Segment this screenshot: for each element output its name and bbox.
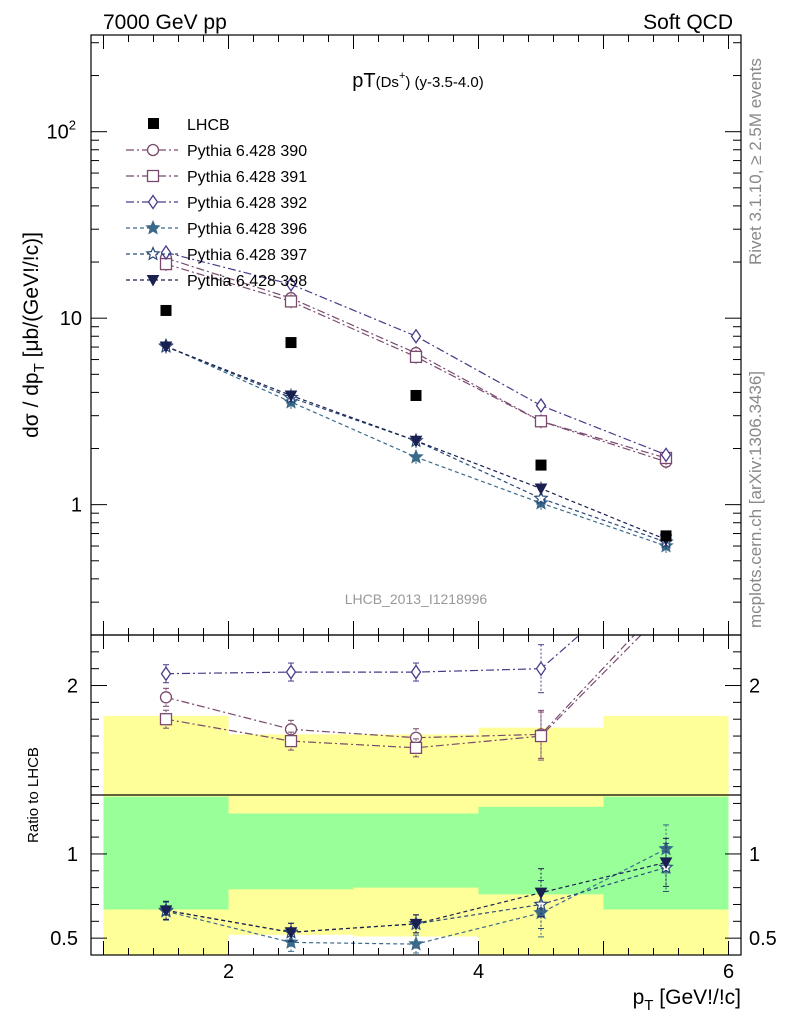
ratio-series-line (165, 635, 636, 739)
marker-star (145, 245, 161, 261)
y-tick-label: 1 (71, 495, 82, 517)
x-tick-label: 6 (723, 961, 734, 983)
y-tick-label: 102 (47, 118, 76, 144)
legend-label: Pythia 6.428 397 (187, 247, 307, 264)
rivet-version-label: Rivet 3.1.10, ≥ 2.5M events (746, 58, 765, 265)
inner-band (103, 796, 229, 910)
inner-band (353, 813, 479, 888)
marker-square (146, 169, 160, 183)
legend-marker-data (148, 118, 159, 129)
data-markers (160, 304, 672, 542)
marker-star (145, 219, 161, 235)
y-axis-label: dσ / dpT [μb/(GeV!/!c)] (20, 232, 48, 438)
ratio-panel-frame (90, 634, 742, 956)
marker-circle (661, 596, 672, 607)
marker-diamond (160, 666, 172, 682)
marker-diamond (285, 276, 297, 292)
inner-band (478, 806, 604, 895)
data-point (160, 304, 172, 316)
marker-triangle (284, 390, 298, 403)
marker-circle (409, 731, 423, 744)
ratio-panel: 2 4 6 0.5 0.5 1 1 2 2 Ratio to LHCB (25, 553, 777, 983)
legend-label: Pythia 6.428 391 (187, 169, 307, 186)
legend: LHCB Pythia 6.428 390 Pythia 6.428 391 Pyth… (126, 117, 307, 290)
marker-square (159, 713, 173, 726)
marker-star (533, 904, 549, 920)
marker-square (409, 741, 423, 754)
marker-diamond (285, 664, 297, 680)
marker-circle (146, 143, 160, 157)
mcplots-label: mcplots.cern.ch [arXiv:1306.3436] (746, 371, 765, 628)
ratio-y-tick-label-left: 0.5 (50, 928, 78, 950)
marker-diamond (410, 664, 422, 680)
ratio-y-tick-label-left: 2 (67, 676, 78, 698)
y-tick-label: 10 (60, 308, 82, 330)
marker-star (408, 935, 424, 951)
marker-star (533, 896, 549, 911)
main-axis-ticks: 1 10 102 (47, 35, 741, 649)
marker-diamond (160, 244, 172, 261)
ratio-axis-ticks: 2 4 6 0.5 0.5 1 1 2 2 (50, 634, 777, 983)
data-point (535, 459, 547, 471)
main-series-markers (158, 244, 674, 554)
series-line (165, 251, 667, 456)
marker-triangle (409, 435, 423, 448)
header-left: 7000 GeV pp (103, 11, 227, 34)
data-point (285, 337, 297, 349)
marker-square (534, 729, 548, 743)
marker-triangle (159, 341, 173, 354)
marker-diamond (662, 553, 671, 566)
marker-circle (159, 691, 173, 704)
legend-label-data: LHCB (187, 117, 230, 134)
marker-diamond (410, 328, 422, 344)
x-tick-label: 2 (223, 961, 234, 983)
marker-square (284, 734, 298, 748)
marker-square (409, 350, 423, 364)
legend-label: Pythia 6.428 390 (187, 143, 307, 160)
chart-title: pT(Ds+) (y-3.5-4.0) (352, 70, 483, 92)
marker-triangle (284, 927, 298, 939)
main-panel: 1 10 102 pT(Ds+) (y-3.5-4.0) LHCB_2013_I12… (20, 34, 742, 649)
marker-triangle (659, 857, 673, 869)
marker-diamond (147, 194, 159, 210)
marker-diamond (535, 397, 547, 414)
data-point (660, 530, 672, 542)
legend-label: Pythia 6.428 398 (187, 273, 307, 290)
data-point (410, 389, 422, 401)
marker-star (408, 448, 424, 464)
analysis-watermark: LHCB_2013_I1218996 (345, 591, 488, 607)
marker-square (284, 295, 298, 308)
marker-triangle (534, 887, 548, 900)
ratio-y-axis-label: Ratio to LHCB (25, 747, 42, 843)
marker-square (159, 257, 173, 271)
inner-band (228, 813, 354, 890)
ratio-y-tick-label-right: 1 (749, 844, 760, 866)
x-tick-label: 4 (473, 961, 484, 983)
legend-label: Pythia 6.428 392 (187, 195, 307, 212)
marker-square (534, 415, 548, 428)
marker-triangle (146, 275, 160, 287)
marker-diamond (535, 661, 547, 677)
x-axis-label: pT [GeV!/!c] (633, 986, 741, 1014)
legend-label: Pythia 6.428 396 (187, 221, 307, 238)
ratio-y-tick-label-right: 0.5 (749, 928, 777, 950)
ratio-series-line (165, 635, 581, 675)
marker-triangle (409, 918, 423, 931)
header-right: Soft QCD (643, 11, 733, 34)
ratio-y-tick-label-right: 2 (749, 676, 760, 698)
marker-star (533, 490, 549, 505)
marker-triangle (159, 905, 173, 917)
marker-square (661, 604, 672, 615)
marker-diamond (660, 447, 672, 463)
ratio-y-tick-label-left: 1 (67, 844, 78, 866)
ratio-series-markers (158, 553, 674, 954)
marker-triangle (534, 483, 548, 496)
